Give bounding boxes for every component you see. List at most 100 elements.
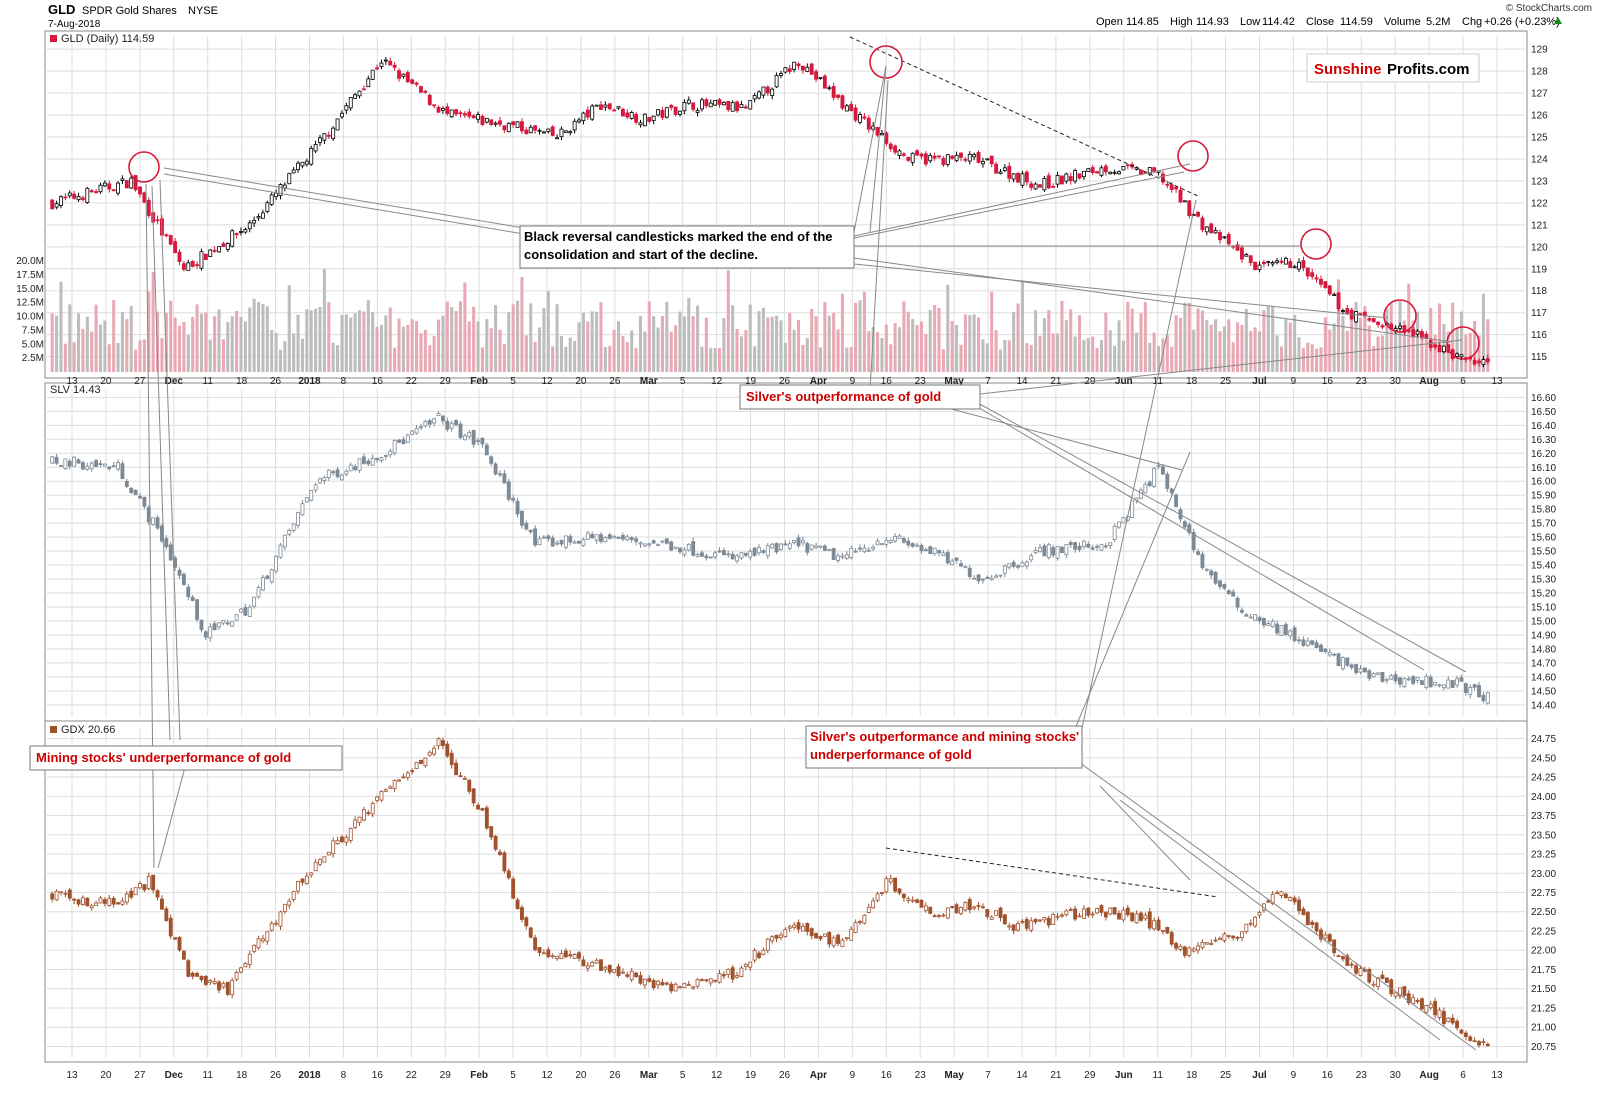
candle-body (844, 105, 849, 112)
x-tick-label: 11 (1153, 1070, 1164, 1081)
candle-body (844, 554, 849, 559)
candle-body (50, 199, 55, 210)
volume-bar (845, 347, 849, 372)
candle-body (581, 959, 586, 967)
volume-bar (401, 326, 405, 372)
candle-body (809, 63, 814, 75)
candle-body (1103, 165, 1108, 173)
volume-bar (1350, 308, 1354, 372)
candle-body (629, 537, 634, 540)
candle-body (1367, 670, 1372, 679)
volume-bar (1060, 300, 1064, 372)
candle-body (836, 555, 840, 561)
candle-body (1433, 1001, 1438, 1016)
candle-body (1038, 919, 1042, 922)
candle-body (63, 196, 68, 199)
candle-body (54, 890, 59, 901)
candle-body (673, 106, 678, 115)
candle-body (1011, 173, 1016, 180)
candle-body (1261, 261, 1266, 265)
volume-bar (652, 316, 656, 372)
candle-body (225, 981, 230, 995)
candle-body (599, 534, 603, 542)
volume-bar (1486, 319, 1490, 372)
candle-body (1226, 590, 1231, 595)
candle-body (871, 900, 876, 909)
candle-body (304, 160, 309, 165)
y-tick-label: 118 (1531, 286, 1547, 297)
volume-bar (735, 328, 739, 372)
candle-body (814, 71, 819, 80)
candle-body (436, 106, 441, 113)
candle-body (897, 150, 902, 156)
y-tick-label: 16.10 (1531, 463, 1556, 474)
candle-body (375, 457, 380, 461)
volume-bar (915, 325, 919, 372)
candle-body (748, 961, 753, 968)
candle-body (1253, 916, 1258, 927)
candle-body (203, 253, 208, 260)
y-tick-label: 24.75 (1531, 734, 1556, 745)
volume-bar (1433, 334, 1437, 372)
volume-bar (112, 300, 116, 372)
y-tick-label: 117 (1531, 308, 1547, 319)
logo-part2: Profits.com (1387, 61, 1470, 78)
candle-body (190, 972, 195, 977)
candle-body (831, 547, 836, 560)
candle-body (1029, 920, 1034, 931)
candle-body (1213, 571, 1218, 584)
candle-body (1029, 183, 1034, 188)
candle-body (348, 464, 353, 472)
candle-body (827, 549, 832, 551)
gdx-panel-frame (44, 720, 1528, 1063)
candle-body (528, 126, 533, 134)
volume-bar (577, 322, 581, 372)
volume-bar (322, 268, 326, 372)
candle-body (1301, 908, 1306, 916)
candle-body (1380, 325, 1385, 328)
volume-bar (1236, 322, 1240, 372)
candle-body (1033, 183, 1038, 190)
candle-body (1380, 671, 1385, 682)
candle-body (269, 194, 274, 205)
candle-body (1415, 330, 1420, 335)
volume-bar (336, 345, 340, 372)
volume-bar (972, 314, 976, 372)
candle-body (717, 550, 722, 553)
candle-body (124, 893, 129, 903)
reversal-circle-apr (869, 45, 903, 79)
candle-body (1472, 1040, 1477, 1043)
candle-body (1402, 325, 1407, 333)
candle-body (80, 897, 85, 905)
candle-body (94, 191, 99, 194)
candle-body (607, 534, 612, 539)
candle-body (1283, 258, 1288, 265)
volume-bar (257, 302, 261, 372)
candle-body (1095, 545, 1100, 548)
candle-body (427, 751, 432, 756)
volume-bar (867, 331, 871, 372)
candle-body (484, 117, 489, 123)
candle-body (1393, 992, 1398, 997)
candle-body (335, 118, 340, 131)
candle-body (458, 775, 463, 778)
candle-body (458, 423, 463, 438)
candle-body (651, 115, 656, 121)
volume-bar (757, 311, 761, 372)
candle-body (1117, 171, 1121, 175)
candle-body (1143, 483, 1148, 494)
candle-body (932, 915, 937, 918)
candle-body (151, 517, 156, 525)
quote-low: 114.42 (1262, 16, 1295, 28)
candle-body (695, 553, 700, 557)
candle-body (1323, 934, 1328, 939)
candle-body (230, 621, 235, 627)
candle-body (774, 934, 779, 939)
x-tick-label: 27 (134, 1070, 146, 1081)
y-tick-label: 14.60 (1531, 672, 1556, 683)
x-tick-label: Feb (470, 1070, 488, 1081)
candle-body (72, 456, 77, 467)
candle-body (713, 552, 718, 558)
candle-body (1481, 359, 1486, 365)
candle-body (234, 972, 239, 980)
